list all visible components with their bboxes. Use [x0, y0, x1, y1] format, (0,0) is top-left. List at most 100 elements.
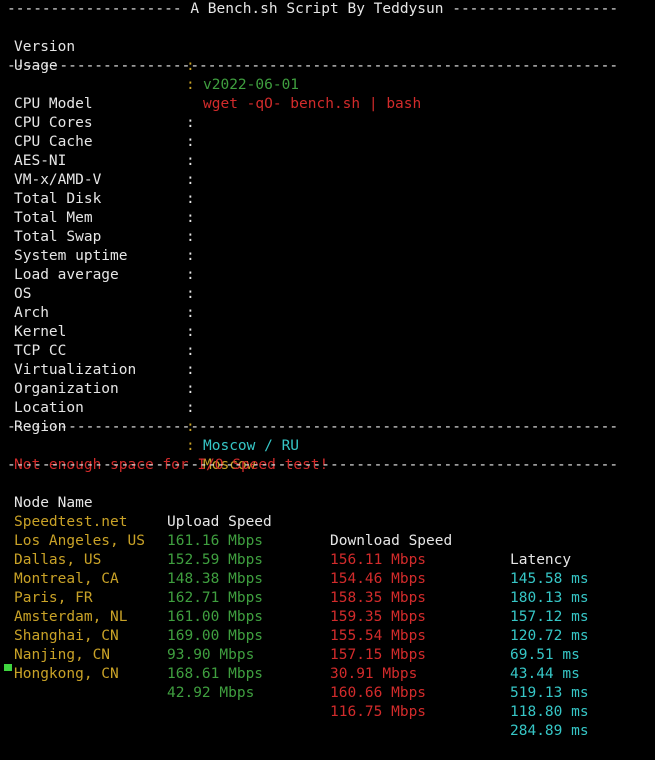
table-row: Hongkong, CN 42.92 Mbps 116.75 Mbps 284.… [0, 646, 589, 739]
header-upload-speed: Upload Speed [167, 514, 272, 530]
info-label: VM-x/AMD-V [14, 172, 102, 188]
table-row: Speedtest.net 161.16 Mbps 156.11 Mbps 14… [0, 494, 589, 587]
node-name: Speedtest.net [14, 514, 128, 530]
table-row: Montreal, CA 162.71 Mbps 159.35 Mbps 120… [0, 551, 589, 644]
info-label: Location [14, 400, 84, 416]
info-colon: : [186, 286, 195, 302]
io-error-message: Not enough space for I/O Speed test! [14, 457, 329, 473]
info-label: CPU Cores [14, 115, 93, 131]
info-row-tcp-cc: TCP CC : [0, 323, 195, 378]
header-node-name: Node Name [14, 495, 93, 511]
download-speed: 159.35 Mbps [330, 609, 427, 625]
upload-speed: 162.71 Mbps [167, 590, 264, 606]
usage-row: Usage : wget -qO- bench.sh | bash [0, 38, 421, 112]
speed-table-header: Node Name Upload Speed Download Speed La… [0, 475, 571, 568]
info-label: AES-NI [14, 153, 67, 169]
info-colon: : [186, 210, 195, 226]
info-label: TCP CC [14, 343, 67, 359]
node-name: Hongkong, CN [14, 666, 119, 682]
info-row-total-disk: Total Disk : [0, 171, 195, 226]
upload-speed: 42.92 Mbps [167, 685, 255, 701]
node-name: Paris, FR [14, 590, 93, 606]
version-colon: : [186, 58, 195, 74]
info-colon: : [186, 343, 195, 359]
download-speed: 160.66 Mbps [330, 685, 427, 701]
latency: 120.72 ms [510, 628, 589, 644]
latency: 180.13 ms [510, 590, 589, 606]
separator: ----------------------------------------… [7, 58, 619, 74]
info-colon: : [186, 362, 195, 378]
upload-speed: 161.16 Mbps [167, 533, 264, 549]
info-label: CPU Cache [14, 134, 93, 150]
info-colon: : [186, 419, 195, 435]
download-speed: 158.35 Mbps [330, 590, 427, 606]
region-value: Moscow [203, 457, 256, 473]
terminal-window[interactable]: -------------------- A Bench.sh Script B… [0, 0, 655, 739]
info-label: Arch [14, 305, 49, 321]
latency: 69.51 ms [510, 647, 580, 663]
table-row: Paris, FR 161.00 Mbps 155.54 Mbps 69.51 … [0, 570, 580, 663]
usage-label: Usage [14, 58, 58, 74]
table-row: Los Angeles, US 152.59 Mbps 154.46 Mbps … [0, 513, 589, 606]
info-row-total-swap: Total Swap : [0, 209, 195, 264]
node-name: Nanjing, CN [14, 647, 111, 663]
io-message-row: Not enough space for I/O Speed test! [0, 437, 328, 473]
info-colon: : [186, 248, 195, 264]
info-row-os: OS : [0, 266, 195, 321]
info-colon: : [186, 115, 195, 131]
info-label: Total Swap [14, 229, 102, 245]
info-row-cpu-cores: CPU Cores : [0, 95, 195, 150]
info-row-kernel: Kernel : [0, 304, 195, 359]
info-colon: : [186, 381, 195, 397]
info-label: Region [14, 419, 67, 435]
upload-speed: 93.90 Mbps [167, 647, 255, 663]
info-label: Load average [14, 267, 119, 283]
upload-speed: 161.00 Mbps [167, 609, 264, 625]
version-row: Version : v2022-06-01 [0, 19, 299, 93]
latency: 43.44 ms [510, 666, 580, 682]
node-name: Montreal, CA [14, 571, 119, 587]
info-colon: : [186, 305, 195, 321]
info-colon: : [186, 324, 195, 340]
info-colon: : [186, 400, 195, 416]
header-latency: Latency [510, 552, 572, 568]
info-row-total-mem: Total Mem : [0, 190, 195, 245]
info-label: OS [14, 286, 32, 302]
download-speed: 157.15 Mbps [330, 647, 427, 663]
node-name: Shanghai, CN [14, 628, 119, 644]
upload-speed: 152.59 Mbps [167, 552, 264, 568]
table-row: Dallas, US 148.38 Mbps 158.35 Mbps 157.1… [0, 532, 589, 625]
info-colon: : [186, 153, 195, 169]
latency: 118.80 ms [510, 704, 589, 720]
table-row: Amsterdam, NL 169.00 Mbps 157.15 Mbps 43… [0, 589, 580, 682]
info-colon: : [186, 172, 195, 188]
info-row-location: Location : Moscow / RU [0, 380, 299, 454]
info-row-cpu-model: CPU Model : [0, 76, 195, 131]
info-row-organization: Organization : [0, 361, 195, 416]
info-label: CPU Model [14, 96, 93, 112]
upload-speed: 168.61 Mbps [167, 666, 264, 682]
info-row-aes-ni: AES-NI : [0, 133, 195, 188]
info-colon: : [186, 267, 195, 283]
download-speed: 30.91 Mbps [330, 666, 418, 682]
info-colon: : [186, 438, 195, 454]
separator: ----------------------------------------… [7, 419, 619, 435]
download-speed: 156.11 Mbps [330, 552, 427, 568]
info-label: Organization [14, 381, 119, 397]
latency: 284.89 ms [510, 723, 589, 739]
info-row-cpu-cache: CPU Cache : [0, 114, 195, 169]
table-row: Shanghai, CN 93.90 Mbps 30.91 Mbps 519.1… [0, 608, 589, 701]
download-speed: 116.75 Mbps [330, 704, 427, 720]
title-separator: -------------------- A Bench.sh Script B… [7, 1, 619, 17]
info-colon: : [186, 229, 195, 245]
node-name: Los Angeles, US [14, 533, 145, 549]
version-label: Version [14, 39, 76, 55]
info-row-load-average: Load average : [0, 247, 195, 302]
usage-colon: : [186, 77, 195, 93]
location-value: Moscow / RU [203, 438, 300, 454]
latency: 519.13 ms [510, 685, 589, 701]
info-label: Total Disk [14, 191, 102, 207]
info-label: Virtualization [14, 362, 137, 378]
info-row-region: Region : Moscow [0, 399, 255, 473]
info-row-vmx: VM-x/AMD-V : [0, 152, 195, 207]
